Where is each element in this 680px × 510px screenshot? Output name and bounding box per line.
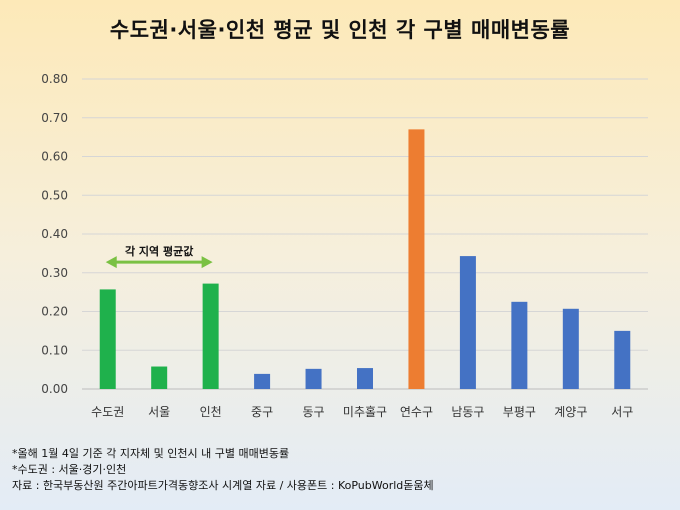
y-tick-label: 0.50 [41, 188, 68, 202]
bar-8 [459, 256, 476, 389]
x-tick-label: 수도권 [91, 405, 124, 419]
bar-10 [562, 308, 579, 389]
x-tick-label: 부평구 [503, 405, 536, 419]
x-tick-label: 남동구 [451, 405, 484, 419]
x-tick-label: 서구 [611, 405, 633, 419]
chart-title: 수도권·서울·인천 평균 및 인천 각 구별 매매변동률 [109, 18, 571, 42]
y-tick-label: 0.70 [41, 111, 68, 125]
bar-4 [254, 373, 271, 389]
bar-3 [202, 283, 219, 389]
y-tick-label: 0.30 [41, 266, 68, 280]
x-tick-label: 중구 [251, 405, 273, 419]
footnote-date: *올해 1월 4일 기준 각 지자체 및 인천시 내 구별 매매변동률 [12, 447, 290, 460]
bar-6 [357, 368, 373, 389]
bar-11 [614, 330, 631, 389]
y-tick-label: 0.60 [41, 150, 68, 164]
y-tick-label: 0.40 [41, 227, 68, 241]
bar-2 [151, 366, 168, 389]
x-tick-label: 동구 [302, 405, 324, 419]
x-tick-label: 연수구 [400, 405, 433, 419]
footnote-source: 자료 : 한국부동산원 주간아파트가격동향조사 시계열 자료 / 사용폰트 : … [12, 479, 434, 492]
footnotes: *올해 1월 4일 기준 각 지자체 및 인천시 내 구별 매매변동률 *수도권… [12, 446, 434, 494]
bar-9 [511, 301, 528, 389]
bar-5 [305, 368, 322, 389]
bar-chart: 0.00 0.10 0.20 0.30 0.40 0.50 0.60 0.70 0.80 수도권 서… [41, 72, 648, 419]
annotation-arrow-head-right [201, 256, 213, 269]
annotation-arrow-head-left [105, 256, 117, 269]
x-tick-label: 인천 [200, 404, 222, 419]
bar-7 [408, 129, 425, 389]
x-tick-label: 서울 [148, 405, 170, 419]
bar-1 [99, 289, 116, 389]
footnote-definition: *수도권 : 서울·경기·인천 [12, 463, 127, 476]
x-tick-label: 계양구 [554, 405, 587, 419]
y-tick-label: 0.80 [41, 72, 68, 86]
y-tick-label: 0.20 [41, 305, 68, 319]
y-tick-label: 0.10 [41, 343, 68, 357]
x-tick-label: 미추홀구 [343, 405, 387, 419]
annotation-label: 각 지역 평균값 [125, 244, 193, 258]
y-tick-label: 0.00 [41, 382, 68, 396]
